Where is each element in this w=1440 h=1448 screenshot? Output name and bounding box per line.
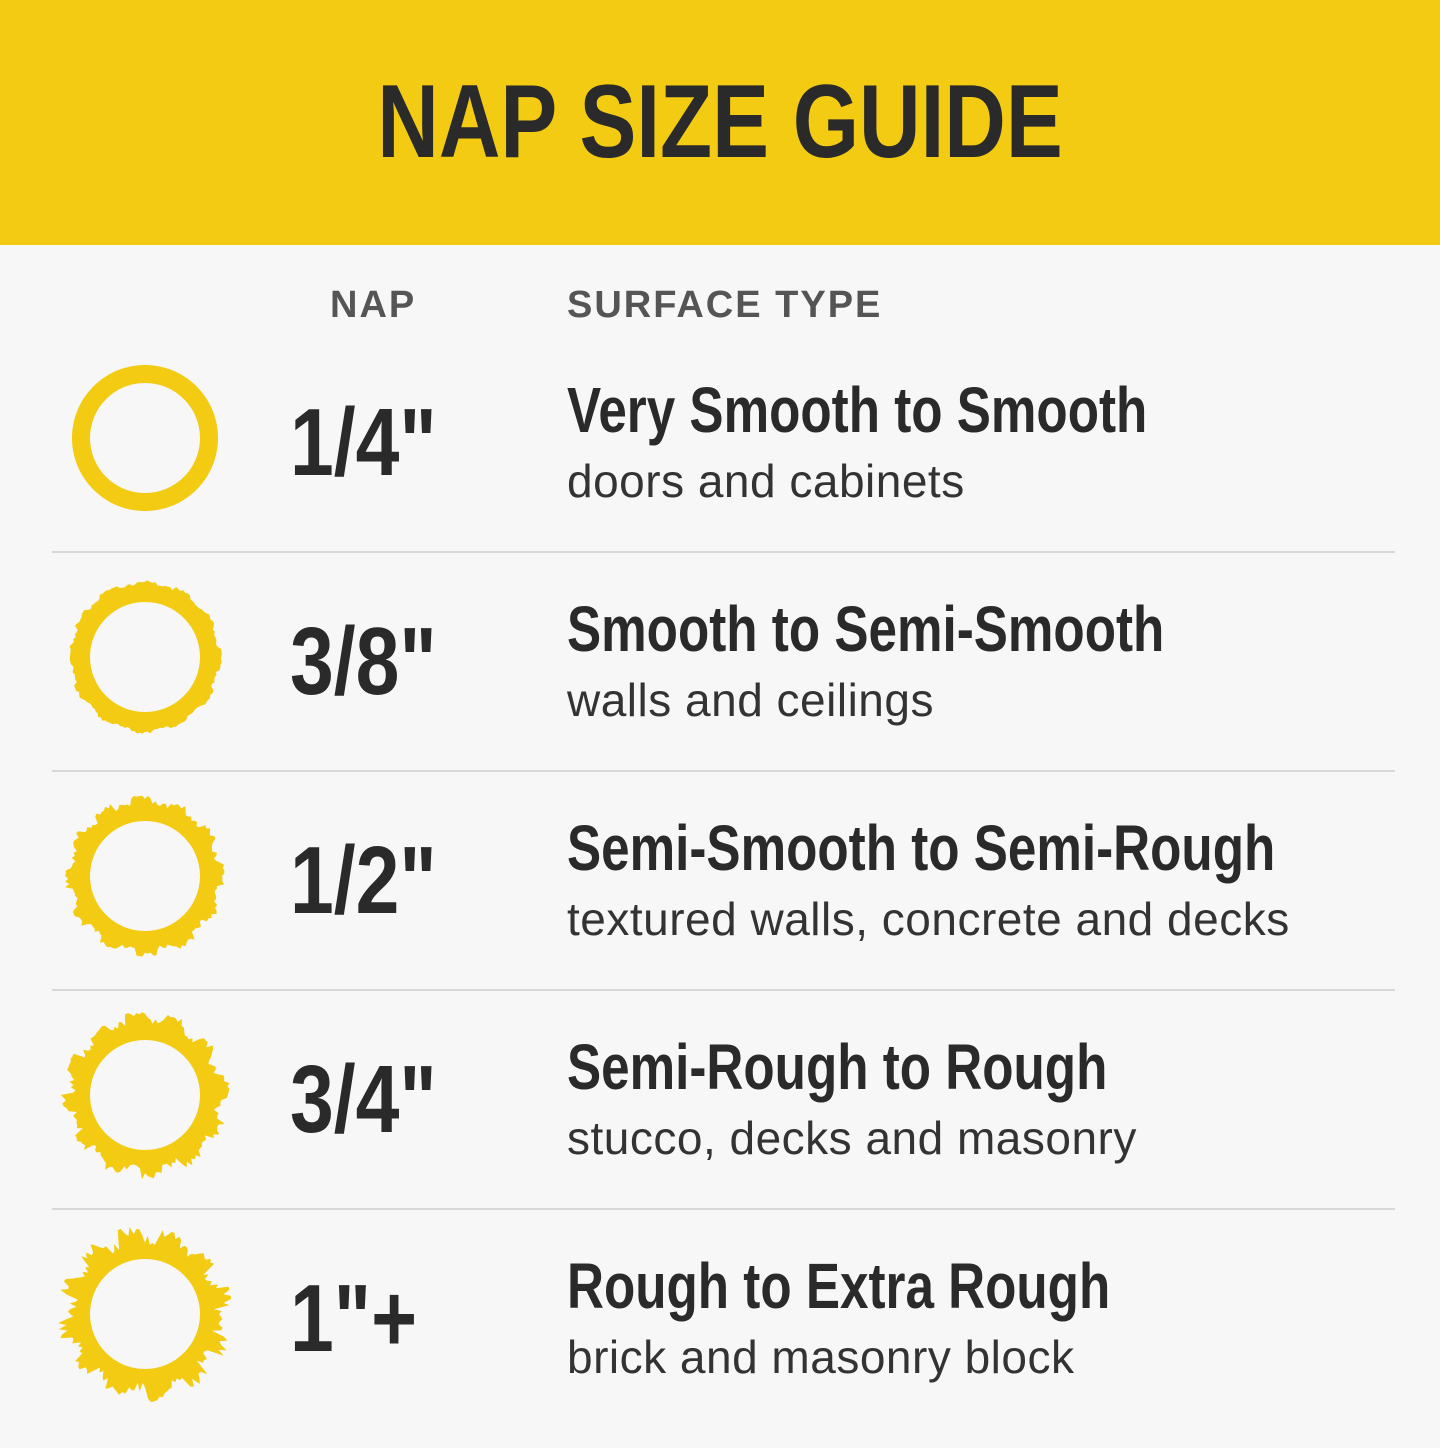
- page-title: NAP SIZE GUIDE: [0, 62, 1440, 182]
- surface-examples: textured walls, concrete and decks: [567, 893, 1290, 945]
- column-header-nap: NAP: [330, 284, 417, 326]
- surface-type: Very Smooth to Smooth: [567, 374, 1148, 446]
- surface-type: Semi-Rough to Rough: [567, 1031, 1108, 1103]
- surface-examples: doors and cabinets: [567, 455, 965, 507]
- nap-ring-icon: [69, 580, 222, 734]
- surface-type: Rough to Extra Rough: [567, 1250, 1111, 1322]
- row-divider: [52, 770, 1395, 772]
- nap-row: 1"+ Rough to Extra Rough brick and mason…: [0, 1226, 1440, 1448]
- nap-ring-icon: [72, 365, 218, 511]
- nap-size: 3/8": [290, 608, 437, 715]
- nap-size: 1/2": [290, 827, 437, 934]
- column-header-surface: SURFACE TYPE: [567, 284, 883, 326]
- surface-examples: stucco, decks and masonry: [567, 1112, 1137, 1164]
- row-divider: [52, 1208, 1395, 1210]
- nap-ring-icon: [65, 795, 225, 957]
- nap-size: 1/4": [290, 389, 437, 496]
- nap-row: 1/2" Semi-Smooth to Semi-Rough textured …: [0, 791, 1440, 1010]
- nap-ring-icon: [58, 1226, 232, 1403]
- nap-row: 1/4" Very Smooth to Smooth doors and cab…: [0, 353, 1440, 572]
- nap-row: 3/4" Semi-Rough to Rough stucco, decks a…: [0, 1010, 1440, 1229]
- title-text: NAP SIZE GUIDE: [377, 64, 1063, 180]
- nap-row: 3/8" Smooth to Semi-Smooth walls and cei…: [0, 572, 1440, 791]
- row-divider: [52, 551, 1395, 553]
- nap-ring-icon: [60, 1012, 230, 1180]
- header-banner: NAP SIZE GUIDE: [0, 0, 1440, 245]
- surface-type: Semi-Smooth to Semi-Rough: [567, 812, 1276, 884]
- nap-size: 3/4": [290, 1046, 437, 1153]
- row-divider: [52, 989, 1395, 991]
- surface-examples: brick and masonry block: [567, 1331, 1075, 1383]
- nap-size: 1"+: [290, 1265, 418, 1372]
- surface-examples: walls and ceilings: [567, 674, 934, 726]
- surface-type: Smooth to Semi-Smooth: [567, 593, 1165, 665]
